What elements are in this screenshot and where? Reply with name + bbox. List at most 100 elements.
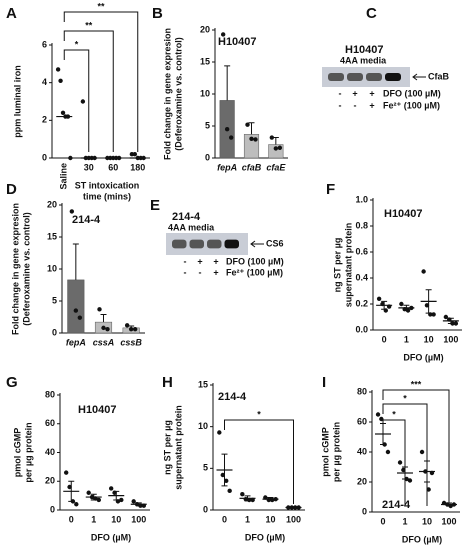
blot-media: 4AA media [168,222,215,232]
data-point [65,114,71,119]
x-tick-label: 10 [424,334,434,344]
data-point [385,449,391,455]
x-tick-label: 0 [69,514,74,524]
y-axis-label: supernatant protein [173,405,183,490]
x-tick-label: cfaE [266,162,286,172]
data-point [224,478,229,484]
data-point [450,321,455,326]
x-tick-label: 10 [111,514,121,524]
data-point [128,326,134,332]
y-axis-label: (Deferoxamine vs. control) [173,37,183,151]
y-axis-label: pmol cGMP [320,427,330,477]
y-tick-label: 80 [357,386,367,396]
y-tick-label: 80 [45,389,55,399]
significance-bracket [382,419,406,506]
data-point [60,110,66,116]
blot-band [328,73,344,81]
x-tick-label: 1 [402,516,407,526]
significance-bracket [63,11,139,152]
x-tick-label: cfaB [242,162,262,172]
x-tick-label: 1 [245,514,250,524]
data-point [431,312,436,317]
x-axis-label: time (mins) [83,191,131,201]
data-point [429,470,435,476]
data-point [224,127,230,132]
y-tick-label: 10 [198,421,208,431]
y-axis-label: per µg protein [23,422,33,482]
blot-sign: + [213,267,218,277]
data-point [426,487,431,492]
blot-sign: - [184,256,187,266]
blot-row-label: DFO (100 µM) [226,256,284,266]
y-tick-label: 40 [45,447,55,457]
data-point [443,314,449,320]
blot-sign: + [352,88,357,98]
blot-sign: + [369,100,374,110]
data-point [407,478,413,483]
panel-letter: C [366,5,377,22]
data-point [92,155,97,161]
data-point [386,304,392,309]
significance-bracket [382,403,428,506]
data-point [77,315,83,320]
y-tick-label: 15 [47,231,57,241]
y-tick-label: 10 [47,263,57,273]
panel-letter: H [162,374,173,391]
y-tick-label: 60 [45,418,55,428]
significance-label: ** [97,1,105,11]
y-tick-label: 0 [203,504,208,514]
data-point [269,135,275,140]
significance-label: * [257,409,261,419]
y-tick-label: 20 [45,476,55,486]
data-point [243,496,248,502]
blot-arrow [412,73,426,81]
x-tick-label: fepA [66,337,86,347]
y-tick-label: 0.2 [355,298,368,308]
data-point [375,412,381,417]
data-point [441,500,447,506]
x-axis-label: DFO (µM) [402,534,442,544]
data-point [289,505,294,510]
y-tick-label: 1.0 [355,194,368,204]
error-bar [248,122,255,135]
data-point [247,497,252,503]
x-axis-label: DFO (µM) [245,532,285,542]
x-tick-label: 180 [130,162,145,172]
significance-label: * [392,409,396,419]
y-axis-label: ppm luminal iron [12,65,22,138]
data-point [112,490,117,495]
data-point [380,301,385,307]
data-point [124,323,130,328]
y-tick-label: 0 [50,504,55,514]
data-point [80,99,86,104]
y-tick-label: 0 [362,506,367,516]
blot-sign: + [213,256,218,266]
data-point [131,499,136,504]
y-tick-label: 5 [52,295,57,305]
y-axis-label: per µg protein [331,422,341,482]
data-point [63,470,69,475]
blot-strain: H10407 [345,44,384,56]
x-tick-label: 100 [131,514,146,524]
data-point [227,488,232,494]
x-axis-label: ST intoxication [75,180,140,190]
data-point [404,476,409,482]
data-point [101,325,106,331]
data-point [108,486,114,491]
y-axis-label: Fold change in gene expresion [10,203,20,335]
panel-letter: F [326,181,335,198]
panel-letter: I [322,374,326,391]
y-tick-label: 20 [200,24,210,34]
panel-title: 214-4 [382,499,411,511]
y-tick-label: 40 [357,446,367,456]
blot-row-label: DFO (100 µM) [383,88,441,98]
data-point [138,503,143,508]
data-point [245,122,250,127]
y-tick-label: 10 [200,88,210,98]
blot-row-label: Fe²⁺ (100 µM) [226,267,283,277]
data-point [89,494,95,500]
x-tick-label: 10 [265,514,275,524]
blot-media: 4AA media [340,55,387,65]
x-tick-label: 10 [422,516,432,526]
data-point [419,449,425,455]
